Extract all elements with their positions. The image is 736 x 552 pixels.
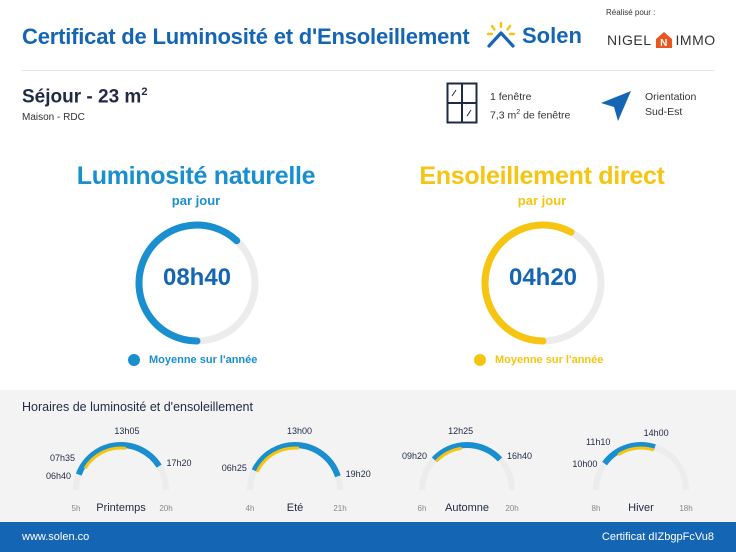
season-axis-max: 21h xyxy=(333,504,347,513)
window-area-sup: 2 xyxy=(516,109,521,116)
window-area-suffix: de fenêtre xyxy=(520,109,571,122)
sunshine-legend-dot xyxy=(474,354,486,366)
season-luminosity-arc xyxy=(251,442,341,478)
season-arc-chart xyxy=(247,442,343,491)
partner-logo[interactable]: NIGEL N IMMO xyxy=(607,30,716,50)
window-area: 7,3 m2 de fenêtre xyxy=(490,105,570,124)
window-icon xyxy=(446,82,478,124)
windows-info: 1 fenêtre 7,3 m2 de fenêtre xyxy=(490,90,570,124)
header: Certificat de Luminosité et d'Ensoleille… xyxy=(0,0,736,70)
season-track xyxy=(419,442,515,491)
season-sunshine-arc xyxy=(83,446,127,470)
orientation-label: Orientation xyxy=(645,91,697,103)
season-name: Hiver xyxy=(628,502,654,514)
sunshine-legend-label: Moyenne sur l'année xyxy=(495,354,604,366)
window-count: 1 fenêtre xyxy=(490,91,532,103)
luminosity-gauge xyxy=(135,221,259,345)
room-name: Séjour - 23 m xyxy=(22,86,142,108)
season-luminosity-arc xyxy=(75,442,162,476)
season-sunshine-start: 07h35 xyxy=(49,452,75,463)
seasonal-hours-title: Horaires de luminosité et d'ensoleilleme… xyxy=(22,400,253,414)
season-end: 14h00 xyxy=(643,428,669,439)
room-type: Maison - RDC xyxy=(22,112,85,123)
season-luminosity-start: 06h40 xyxy=(45,471,71,482)
season-sunshine-start: 11h10 xyxy=(586,436,611,447)
season-luminosity-arc xyxy=(602,442,656,466)
partner-name-left: NIGEL xyxy=(607,32,652,48)
room-title: Séjour - 23 m2 xyxy=(22,86,147,108)
luminosity-legend: Moyenne sur l'année xyxy=(128,354,257,366)
luminosity-heading: Luminosité naturelle par jour xyxy=(46,162,346,208)
sunshine-heading: Ensoleillement direct par jour xyxy=(392,162,692,208)
season-axis-min: 8h xyxy=(591,504,601,513)
season-name: Printemps xyxy=(96,502,146,514)
season-axis-min: 5h xyxy=(71,504,81,513)
sunshine-per-day: par jour xyxy=(517,193,567,208)
seasonal-hours-section: Horaires de luminosité et d'ensoleilleme… xyxy=(0,390,736,522)
luminosity-value: 08h40 xyxy=(162,264,232,291)
season-gauge-0: 5h 20h 06h40 07h35 13h05 17h20 Printemps xyxy=(36,426,206,518)
season-gauge-1: 4h 21h 06h25 13h00 19h20 Eté xyxy=(210,426,380,518)
orientation-info: Orientation Sud-Est xyxy=(645,90,696,120)
season-sunshine-arc xyxy=(617,446,655,457)
luminosity-legend-label: Moyenne sur l'année xyxy=(149,354,258,366)
season-start: 06h25 xyxy=(221,462,247,473)
footer-website-link[interactable]: www.solen.co xyxy=(22,531,90,543)
season-axis-min: 6h xyxy=(417,504,427,513)
season-luminosity-arc xyxy=(431,442,503,462)
season-track xyxy=(73,442,169,491)
room-name-sup: 2 xyxy=(141,86,148,98)
svg-text:N: N xyxy=(660,38,668,49)
orientation-value: Sud-Est xyxy=(645,106,683,118)
luminosity-legend-dot xyxy=(128,354,140,366)
season-sunshine-end: 13h00 xyxy=(287,426,313,437)
season-gauge-2: 6h 20h 09h20 12h25 16h40 Automne xyxy=(382,426,552,518)
certificate-id: Certificat dIZbgpFcVu8 xyxy=(601,531,714,543)
luminosity-per-day: par jour xyxy=(171,193,221,208)
season-sunshine-end: 13h05 xyxy=(114,426,140,437)
sunshine-gauge xyxy=(481,221,605,345)
season-name: Eté xyxy=(286,502,304,514)
season-axis-max: 18h xyxy=(679,504,693,513)
partner-name-right: IMMO xyxy=(675,32,716,48)
season-axis-max: 20h xyxy=(159,504,173,513)
season-arc-chart xyxy=(419,442,515,491)
season-sunshine-arc xyxy=(435,446,462,463)
luminosity-gauge-fill xyxy=(135,221,241,345)
season-track xyxy=(593,442,689,491)
sun-house-icon xyxy=(486,21,516,48)
season-axis-max: 20h xyxy=(505,504,519,513)
made-for-label: Réalisé pour : xyxy=(606,8,656,17)
luminosity-title: Luminosité naturelle xyxy=(76,162,316,190)
window-area-value: 7,3 m xyxy=(490,109,517,122)
season-gauge-3: 8h 18h 10h00 11h10 14h00 Hiver xyxy=(556,428,726,518)
sunshine-gauge-fill xyxy=(481,221,575,345)
page-title: Certificat de Luminosité et d'Ensoleille… xyxy=(22,24,470,49)
solen-logo[interactable]: Solen xyxy=(486,18,582,54)
partner-house-icon: N xyxy=(655,32,672,49)
compass-arrow-icon xyxy=(601,91,631,121)
season-axis-min: 4h xyxy=(245,504,255,513)
season-sunshine-arc xyxy=(255,446,300,473)
footer: www.solen.co Certificat dIZbgpFcVu8 xyxy=(0,522,736,552)
season-luminosity-end: 16h40 xyxy=(506,450,532,461)
season-luminosity-end: 17h20 xyxy=(166,458,192,468)
season-luminosity-end: 19h20 xyxy=(345,469,371,480)
season-sunshine-end: 12h25 xyxy=(448,426,474,437)
sunshine-title: Ensoleillement direct xyxy=(419,162,665,190)
header-divider xyxy=(22,70,714,71)
season-name: Automne xyxy=(444,502,490,514)
season-start: 09h20 xyxy=(402,450,428,461)
season-track xyxy=(247,442,343,491)
brand-name: Solen xyxy=(522,23,582,48)
season-arc-chart xyxy=(593,442,689,491)
season-arc-chart xyxy=(73,442,169,491)
season-luminosity-start: 10h00 xyxy=(572,459,598,470)
sunshine-legend: Moyenne sur l'année xyxy=(474,354,603,366)
sunshine-value: 04h20 xyxy=(508,264,578,291)
